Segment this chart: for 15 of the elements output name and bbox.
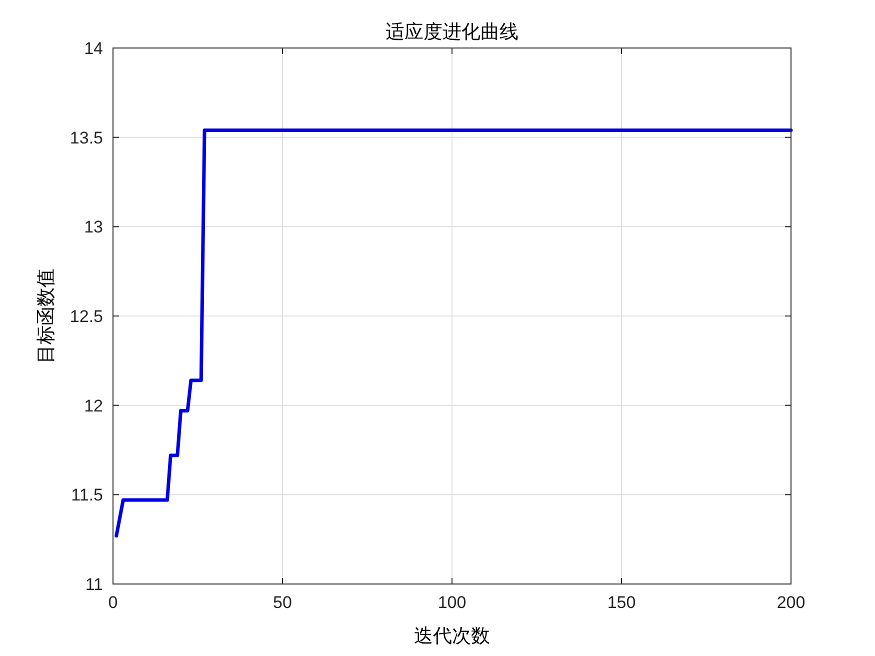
y-tick-label: 12: [84, 396, 103, 416]
y-tick-label: 13: [84, 218, 103, 237]
x-tick-label: 150: [607, 593, 636, 612]
x-tick-label: 200: [776, 593, 806, 612]
chart-title: 适应度进化曲线: [386, 21, 518, 43]
y-tick-label: 14: [84, 39, 103, 58]
y-tick-label: 11: [85, 575, 103, 594]
x-axis-title: 迭代次数: [414, 626, 490, 647]
x-tick-label: 50: [273, 593, 292, 612]
y-tick-label: 12.5: [70, 307, 103, 326]
y-tick-label: 13.5: [70, 128, 103, 148]
y-tick-label: 11.5: [71, 486, 103, 505]
x-tick-label: 100: [438, 593, 466, 612]
y-axis-title: 目标函数值: [36, 268, 57, 364]
x-tick-label: 0: [108, 593, 118, 612]
